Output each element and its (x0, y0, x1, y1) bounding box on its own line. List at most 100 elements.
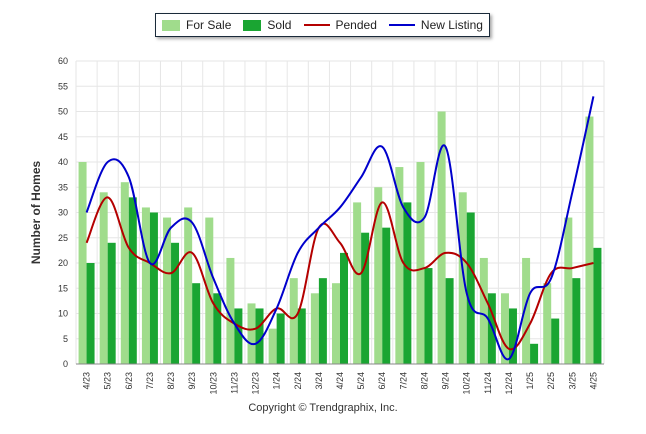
x-tick-label: 3/25 (567, 372, 577, 390)
y-tick-label: 60 (58, 56, 68, 66)
sold-swatch (243, 19, 262, 31)
x-tick-label: 11/23 (229, 372, 239, 394)
y-tick-label: 35 (58, 182, 68, 192)
legend: For Sale Sold Pended New Listing (155, 13, 490, 37)
bar-for-sale-9-23 (184, 207, 193, 364)
bar-for-sale-4-23 (78, 162, 87, 364)
bar-sold-9-24 (445, 278, 454, 364)
x-tick-label: 7/23 (145, 372, 155, 390)
x-tick-label: 6/23 (124, 372, 134, 390)
bar-sold-3-24 (318, 278, 327, 364)
bar-sold-10-24 (466, 212, 475, 364)
bar-sold-1-25 (530, 343, 539, 364)
bar-sold-4-25 (593, 247, 602, 364)
x-tick-label: 10/23 (208, 372, 218, 395)
x-tick-label: 2/24 (293, 372, 303, 390)
bar-sold-1-24 (276, 313, 285, 364)
x-tick-label: 12/24 (504, 372, 514, 395)
bar-sold-12-23 (255, 308, 264, 364)
legend-label-pended: Pended (335, 18, 377, 32)
line-layer (85, 96, 595, 360)
bar-for-sale-7-23 (141, 207, 150, 364)
bar-sold-7-23 (149, 212, 158, 364)
y-tick-label: 40 (58, 157, 68, 167)
y-tick-label: 45 (58, 132, 68, 142)
x-tick-label: 10/24 (462, 372, 472, 395)
bar-sold-12-24 (508, 308, 517, 364)
legend-label-for-sale: For Sale (186, 18, 232, 32)
bar-for-sale-10-24 (458, 192, 467, 364)
axis-layer: 0 5 10 15 20 25 30 35 40 45 50 55 60 4/23 5/23 6/23 7/23… (29, 56, 604, 395)
y-tick-label: 5 (63, 334, 68, 344)
copyright-footer: Copyright © Trendgraphix, Inc. (248, 402, 398, 414)
x-tick-label: 6/24 (377, 372, 387, 390)
bar-for-sale-3-25 (564, 217, 573, 364)
y-tick-label: 25 (58, 233, 68, 243)
bar-sold-2-25 (551, 318, 560, 364)
y-tick-label: 20 (58, 258, 68, 268)
bar-for-sale-6-23 (120, 182, 129, 364)
x-tick-label: 2/25 (546, 372, 556, 390)
x-tick-label: 7/24 (398, 372, 408, 390)
bar-sold-8-24 (424, 268, 433, 364)
legend-item-pended[interactable]: Pended (303, 18, 377, 32)
x-tick-label: 8/24 (419, 372, 429, 390)
legend-item-sold[interactable]: Sold (243, 18, 291, 32)
bar-sold-5-24 (361, 232, 370, 364)
x-tick-label: 4/23 (82, 372, 92, 390)
bar-for-sale-12-23 (247, 303, 256, 364)
bar-sold-6-23 (128, 197, 137, 364)
y-tick-label: 55 (58, 81, 68, 91)
bar-sold-3-25 (572, 278, 581, 364)
bar-for-sale-6-24 (374, 187, 383, 364)
x-tick-label: 8/23 (166, 372, 176, 390)
x-tick-label: 5/23 (103, 372, 113, 390)
bar-sold-8-23 (171, 242, 180, 364)
bar-sold-4-23 (86, 263, 95, 364)
bar-for-sale-7-24 (395, 167, 404, 364)
bar-for-sale-1-24 (268, 328, 277, 364)
bar-sold-10-23 (213, 293, 222, 364)
bar-for-sale-9-24 (437, 111, 446, 364)
bar-sold-9-23 (192, 283, 201, 364)
bar-for-sale-11-23 (226, 257, 235, 364)
bar-for-sale-5-23 (99, 192, 108, 364)
legend-label-sold: Sold (267, 18, 292, 32)
y-axis-label: Number of Homes (29, 161, 43, 265)
y-tick-label: 10 (58, 309, 68, 319)
legend-label-new-listing: New Listing (420, 18, 483, 32)
bar-for-sale-2-25 (543, 283, 552, 364)
line-new-listing (85, 96, 595, 360)
bar-sold-7-24 (403, 202, 412, 364)
y-tick-label: 50 (58, 107, 68, 117)
x-tick-label: 9/23 (187, 372, 197, 390)
bar-layer (78, 111, 602, 364)
y-tick-label: 0 (63, 359, 68, 369)
bar-for-sale-10-23 (205, 217, 214, 364)
bar-for-sale-11-24 (479, 257, 488, 364)
bar-for-sale-2-24 (289, 278, 298, 364)
bar-for-sale-4-25 (585, 116, 594, 364)
bar-sold-11-23 (234, 308, 243, 364)
x-tick-label: 5/24 (356, 372, 366, 390)
bar-for-sale-4-24 (332, 283, 340, 364)
x-tick-label: 4/25 (588, 372, 598, 390)
new-listing-swatch (388, 24, 415, 26)
bar-sold-2-24 (297, 308, 306, 364)
x-tick-label: 1/25 (525, 372, 535, 390)
y-tick-label: 15 (58, 283, 68, 293)
bar-for-sale-8-24 (416, 162, 425, 364)
x-tick-label: 1/24 (272, 372, 282, 390)
bar-for-sale-3-24 (310, 293, 319, 364)
bar-for-sale-8-23 (163, 217, 172, 364)
legend-item-new-listing[interactable]: New Listing (388, 18, 483, 32)
x-tick-label: 4/24 (335, 372, 345, 390)
bar-for-sale-1-25 (522, 257, 531, 364)
legend-item-for-sale[interactable]: For Sale (162, 18, 231, 32)
y-tick-label: 30 (58, 208, 68, 218)
x-tick-label: 9/24 (441, 372, 451, 390)
bar-for-sale-5-24 (353, 202, 362, 364)
x-tick-label: 3/24 (314, 372, 324, 390)
